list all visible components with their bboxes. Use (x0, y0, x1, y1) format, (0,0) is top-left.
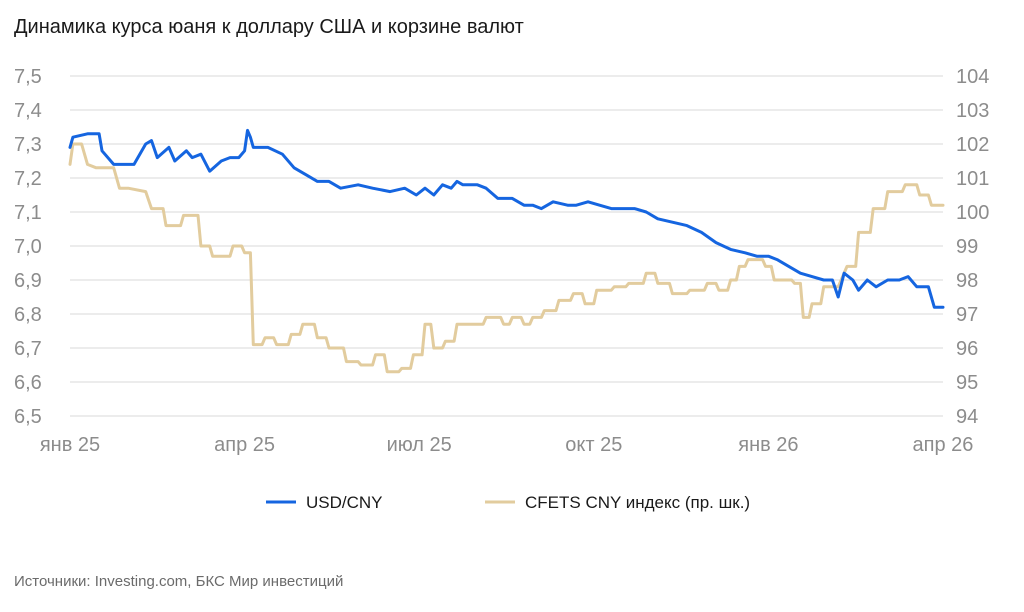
y-left-tick-label: 6,9 (14, 270, 42, 292)
y-left-tick-label: 7,3 (14, 134, 42, 156)
y-right-tick-label: 101 (956, 168, 989, 190)
y-right-tick-label: 100 (956, 202, 989, 224)
y-left-tick-label: 7,0 (14, 236, 42, 258)
x-tick-label: окт 25 (565, 434, 622, 456)
x-tick-label: янв 25 (40, 434, 100, 456)
x-tick-label: янв 26 (738, 434, 798, 456)
chart-title: Динамика курса юаня к доллару США и корз… (14, 16, 524, 38)
y-left-tick-label: 6,7 (14, 338, 42, 360)
y-right-tick-label: 98 (956, 270, 978, 292)
x-tick-label: июл 25 (387, 434, 452, 456)
source-note: Источники: Investing.com, БКС Мир инвест… (14, 573, 344, 590)
left-axis-ticks: 7,5 7,4 7,3 7,2 7,1 7,0 6,9 6,8 6,7 6,6 6,5 (14, 66, 42, 428)
x-axis-ticks: янв 25 апр 25 июл 25 окт 25 янв 26 апр 26 (40, 434, 974, 456)
series-line-usd-cny (68, 128, 945, 309)
y-left-tick-label: 6,8 (14, 304, 42, 326)
legend-label-usd-cny: USD/CNY (306, 493, 383, 512)
series-lines (68, 128, 945, 374)
y-right-tick-label: 102 (956, 134, 989, 156)
y-left-tick-label: 7,1 (14, 202, 42, 224)
legend: USD/CNY CFETS CNY индекс (пр. шк.) (266, 493, 750, 512)
y-left-tick-label: 6,6 (14, 372, 42, 394)
x-tick-label: апр 25 (214, 434, 275, 456)
y-right-tick-label: 94 (956, 406, 978, 428)
right-axis-ticks: 104 103 102 101 100 99 98 97 96 95 94 (956, 66, 989, 428)
y-right-tick-label: 99 (956, 236, 978, 258)
x-tick-label: апр 26 (913, 434, 974, 456)
y-left-tick-label: 7,4 (14, 100, 42, 122)
legend-label-cfets: CFETS CNY индекс (пр. шк.) (525, 493, 750, 512)
y-left-tick-label: 6,5 (14, 406, 42, 428)
y-left-tick-label: 7,5 (14, 66, 42, 88)
y-left-tick-label: 7,2 (14, 168, 42, 190)
y-right-tick-label: 103 (956, 100, 989, 122)
series-line-cfets (68, 142, 945, 374)
y-right-tick-label: 104 (956, 66, 989, 88)
gridlines (70, 75, 943, 417)
y-right-tick-label: 95 (956, 372, 978, 394)
y-right-tick-label: 97 (956, 304, 978, 326)
y-right-tick-label: 96 (956, 338, 978, 360)
